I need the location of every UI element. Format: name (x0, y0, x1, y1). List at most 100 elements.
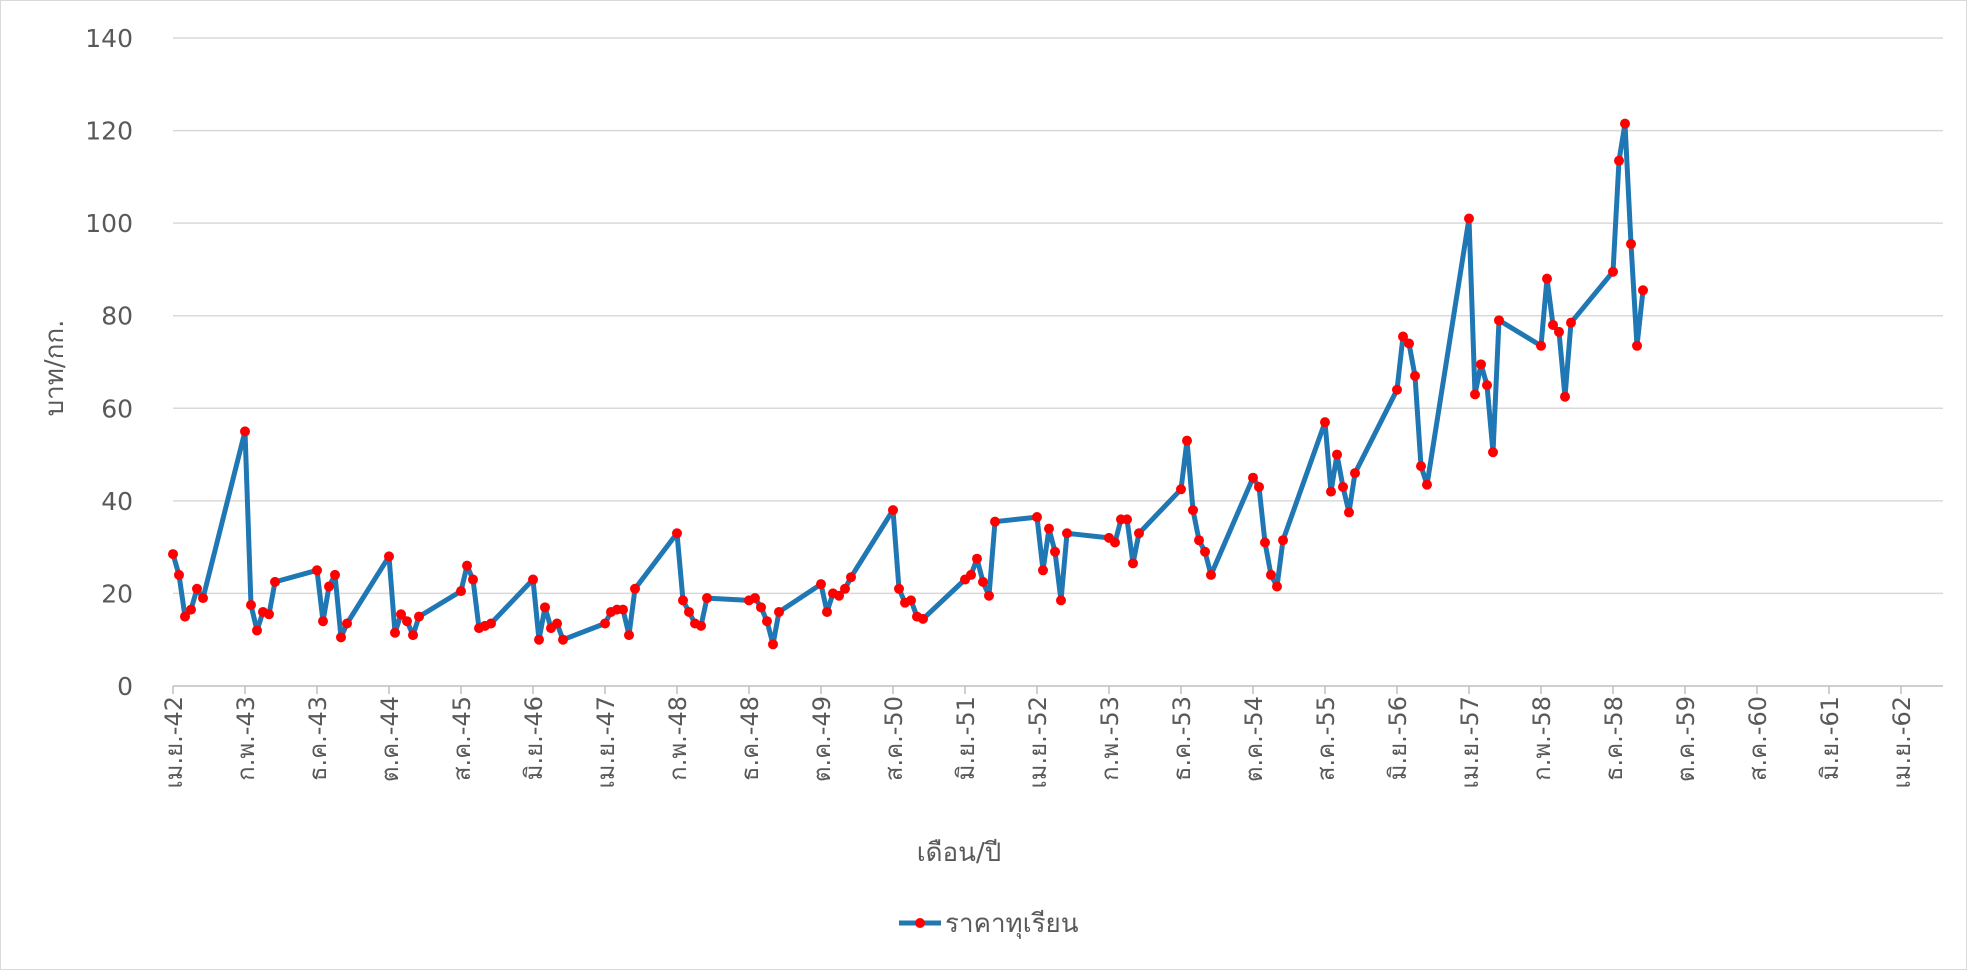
data-point (1482, 380, 1492, 391)
data-point (984, 590, 994, 601)
data-point (1536, 340, 1546, 351)
data-point (1398, 331, 1408, 342)
legend-label: ราคาทุเรียน (945, 909, 1079, 939)
data-point (990, 516, 1000, 527)
x-tick-label: ก.พ.-58 (1528, 696, 1556, 781)
data-point (630, 583, 640, 594)
data-point (1320, 417, 1330, 428)
x-tick-label: ส.ค.-60 (1744, 696, 1772, 781)
data-point (198, 593, 208, 604)
data-point (888, 505, 898, 516)
y-tick-label: 80 (101, 302, 133, 331)
data-point (468, 574, 478, 585)
data-point (906, 595, 916, 606)
data-point (762, 616, 772, 627)
x-tick-label: มิ.ย.-56 (1384, 696, 1412, 780)
data-point (318, 616, 328, 627)
data-point (270, 576, 280, 587)
data-point (1032, 512, 1042, 523)
data-point (1344, 507, 1354, 518)
data-point (1542, 273, 1552, 284)
data-point (624, 630, 634, 641)
data-point (528, 574, 538, 585)
x-tick-label: ส.ค.-50 (880, 696, 908, 781)
data-point (252, 625, 262, 636)
x-axis-ticks: เม.ย.-42 ก.พ.-43 ธ.ค.-43 ต.ค.-44 ส.ค.-45 มิ.ย… (160, 686, 1916, 789)
data-point (1044, 523, 1054, 534)
data-point (618, 604, 628, 615)
data-point (600, 618, 610, 629)
data-point (1194, 535, 1204, 546)
x-tick-label: ส.ค.-45 (448, 696, 476, 781)
data-point (396, 609, 406, 620)
data-point (1464, 213, 1474, 224)
data-point (1638, 285, 1648, 296)
data-point (1062, 528, 1072, 539)
data-point (1554, 326, 1564, 337)
data-point (1410, 370, 1420, 381)
data-point (1056, 595, 1066, 606)
data-point (180, 611, 190, 622)
data-point (1248, 472, 1258, 483)
data-point (1470, 389, 1480, 400)
data-point (678, 595, 688, 606)
data-point (894, 583, 904, 594)
x-tick-label: เม.ย.-47 (592, 696, 620, 789)
data-point (1350, 468, 1360, 479)
x-tick-label: ธ.ค.-43 (304, 696, 332, 781)
data-point (702, 593, 712, 604)
x-tick-label: เม.ย.-42 (160, 696, 188, 789)
data-point (774, 606, 784, 617)
data-point (552, 618, 562, 629)
data-point (1326, 486, 1336, 497)
data-point (246, 600, 256, 610)
x-tick-label: มิ.ย.-46 (520, 696, 548, 780)
x-tick-label: ธ.ค.-48 (736, 696, 764, 781)
data-point (978, 576, 988, 587)
data-point (1392, 384, 1402, 395)
gridlines (173, 37, 1943, 595)
data-point (402, 616, 412, 627)
x-tick-label: ก.พ.-53 (1096, 696, 1124, 781)
data-point (240, 426, 250, 437)
data-point (1128, 558, 1138, 569)
data-point (696, 620, 706, 631)
data-point (1332, 449, 1342, 460)
x-tick-label: ต.ค.-59 (1672, 696, 1700, 782)
data-point (168, 549, 178, 560)
series-markers (168, 118, 1648, 650)
x-tick-label: ก.พ.-43 (232, 696, 260, 781)
data-point (1110, 537, 1120, 548)
data-point (1626, 238, 1636, 249)
data-point (558, 634, 568, 645)
x-tick-label: ธ.ค.-58 (1600, 696, 1628, 781)
data-point (192, 583, 202, 594)
data-point (486, 618, 496, 629)
legend: ราคาทุเรียน (899, 909, 1079, 939)
data-point (174, 569, 184, 580)
data-point (1038, 565, 1048, 576)
data-point (966, 569, 976, 580)
data-point (408, 630, 418, 641)
y-axis-ticks: 0 20 40 60 80 100 120 140 (85, 24, 133, 701)
data-point (324, 581, 334, 592)
data-point (540, 602, 550, 613)
data-point (1200, 546, 1210, 557)
data-point (1416, 461, 1426, 472)
data-point (330, 569, 340, 580)
y-tick-label: 20 (101, 579, 133, 608)
y-tick-label: 40 (101, 487, 133, 516)
data-point (834, 590, 844, 601)
data-point (342, 618, 352, 629)
data-point (840, 583, 850, 594)
data-point (1632, 340, 1642, 351)
data-point (186, 604, 196, 615)
data-point (1620, 118, 1630, 129)
data-point (1272, 581, 1282, 592)
data-point (414, 611, 424, 622)
data-point (1134, 528, 1144, 539)
x-tick-label: ต.ค.-49 (808, 696, 836, 782)
data-point (1206, 569, 1216, 580)
